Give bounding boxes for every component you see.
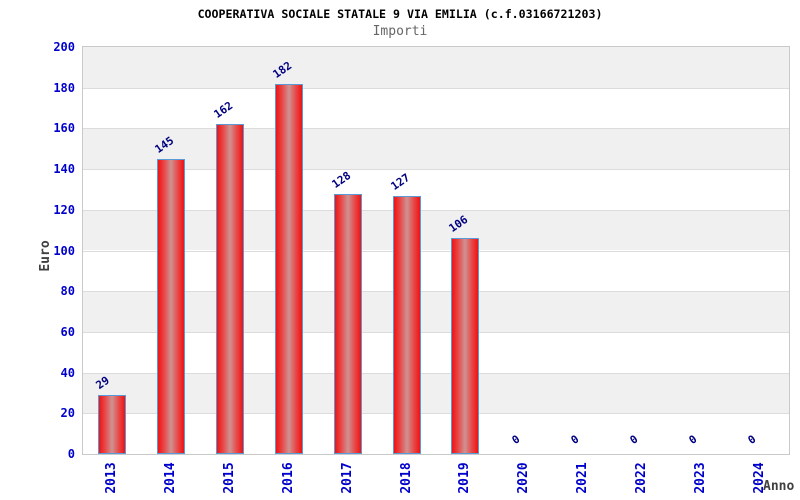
- gridline: [83, 413, 789, 415]
- bar: [157, 158, 186, 454]
- x-tick-label: 2022: [633, 462, 649, 494]
- bar: [98, 394, 127, 454]
- bar: [392, 195, 421, 454]
- y-tick-label: 120: [53, 202, 75, 217]
- bar-value-label: 127: [388, 170, 412, 193]
- x-tick-label: 2017: [339, 462, 355, 494]
- gridline: [83, 372, 789, 374]
- y-tick-label: 100: [53, 243, 75, 258]
- x-tick-label: 2015: [222, 462, 238, 494]
- x-tick-label: 2016: [280, 462, 296, 494]
- bar-value-label: 162: [211, 99, 236, 122]
- x-tick-label: 2024: [751, 462, 767, 494]
- y-tick-label: 140: [53, 162, 75, 177]
- bar: [216, 124, 245, 454]
- x-axis-title: Anno: [763, 479, 795, 494]
- y-tick-label: 180: [53, 80, 75, 95]
- gridline: [83, 209, 789, 211]
- gridline: [83, 87, 789, 89]
- background-band: [83, 47, 789, 88]
- y-tick-label: 20: [60, 406, 75, 421]
- x-tick-label: 2019: [457, 462, 473, 494]
- bar-value-label: 128: [329, 168, 354, 191]
- background-band: [83, 128, 789, 170]
- chart-title: COOPERATIVA SOCIALE STATALE 9 VIA EMILIA…: [197, 7, 603, 21]
- gridline: [83, 331, 789, 333]
- plot-area: 29 145 162 182 128 127 106 0 0 0 0 0: [82, 46, 790, 455]
- x-tick-label: 2020: [516, 462, 532, 494]
- gridline: [83, 250, 789, 252]
- gridline: [83, 291, 789, 293]
- background-band: [83, 372, 789, 414]
- x-tick-label: 2013: [104, 462, 120, 494]
- bar: [333, 193, 362, 454]
- y-tick-label: 160: [53, 121, 75, 136]
- y-tick-label: 80: [60, 284, 75, 299]
- background-band: [83, 291, 789, 332]
- y-tick-label: 60: [60, 324, 75, 339]
- bar: [451, 238, 480, 454]
- y-tick-label: 0: [67, 447, 75, 461]
- gridline: [83, 169, 789, 171]
- y-tick-label: 200: [53, 40, 75, 54]
- x-tick-label: 2014: [163, 462, 179, 494]
- x-tick-label: 2021: [575, 462, 591, 494]
- x-tick-label: 2018: [398, 462, 414, 494]
- bar: [274, 83, 303, 454]
- chart-subtitle: Importi: [372, 24, 428, 39]
- x-tick-label: 2023: [692, 462, 708, 494]
- y-tick-label: 40: [60, 365, 75, 380]
- background-band: [83, 209, 789, 251]
- gridline: [83, 128, 789, 130]
